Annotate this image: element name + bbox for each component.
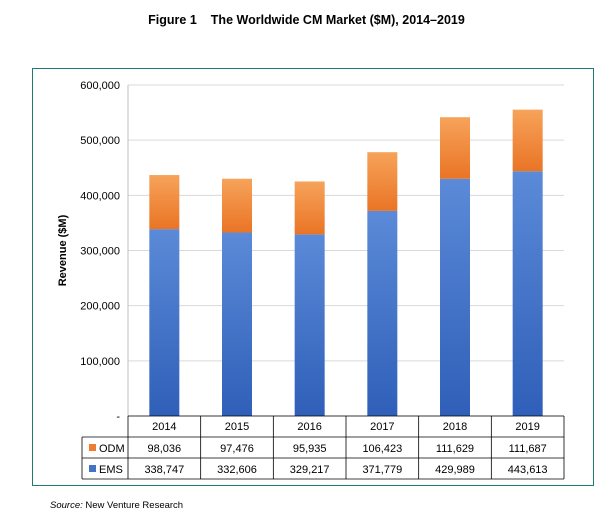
x-tick-label: 2019 <box>515 421 539 433</box>
data-label-odm: 98,036 <box>148 443 182 455</box>
legend-swatch-ems <box>89 465 96 472</box>
data-label-ems: 329,217 <box>290 464 330 476</box>
data-label-odm: 106,423 <box>362 443 402 455</box>
bar-odm-2015 <box>222 178 252 233</box>
source-note: Source: New Venture Research <box>50 500 183 511</box>
source-label: Source: <box>50 500 83 511</box>
source-text: New Venture Research <box>85 500 184 511</box>
bar-odm-2014 <box>149 175 180 230</box>
y-tick-label: 200,000 <box>80 301 120 313</box>
bar-ems-2015 <box>222 232 252 416</box>
data-label-ems: 371,779 <box>362 464 402 476</box>
x-tick-label: 2017 <box>370 421 394 433</box>
legend-label-ems: EMS <box>99 464 123 476</box>
figure-title-text: The Worldwide CM Market ($M), 2014–2019 <box>210 13 465 27</box>
x-tick-label: 2018 <box>443 421 467 433</box>
y-tick-label: - <box>116 411 120 423</box>
legend-swatch-odm <box>89 444 96 451</box>
data-label-odm: 111,629 <box>436 443 474 455</box>
legend-label-odm: ODM <box>99 443 125 455</box>
y-tick-label: 500,000 <box>80 135 120 147</box>
x-tick-label: 2015 <box>225 421 249 433</box>
bar-ems-2018 <box>440 178 470 416</box>
y-tick-label: 100,000 <box>80 356 120 368</box>
data-label-ems: 332,606 <box>217 464 257 476</box>
data-label-odm: 97,476 <box>220 443 254 455</box>
data-label-ems: 338,747 <box>144 464 184 476</box>
y-tick-label: 600,000 <box>80 80 120 92</box>
bar-ems-2014 <box>149 229 180 416</box>
bar-odm-2018 <box>440 117 470 179</box>
y-tick-label: 300,000 <box>80 246 120 258</box>
bar-ems-2017 <box>367 210 398 416</box>
x-tick-label: 2014 <box>152 421 176 433</box>
bar-ems-2019 <box>512 171 543 416</box>
bar-odm-2017 <box>367 152 398 211</box>
figure-title: Figure 1 The Worldwide CM Market ($M), 20… <box>0 13 613 27</box>
data-label-ems: 443,613 <box>508 464 548 476</box>
y-tick-label: 400,000 <box>80 190 120 202</box>
y-axis-title: Revenue ($M) <box>57 214 69 286</box>
data-label-odm: 95,935 <box>293 443 327 455</box>
bar-odm-2019 <box>512 109 543 172</box>
data-label-odm: 111,687 <box>509 443 547 455</box>
data-label-ems: 429,989 <box>435 464 475 476</box>
x-tick-label: 2016 <box>297 421 321 433</box>
bar-odm-2016 <box>294 181 325 235</box>
bar-ems-2016 <box>294 234 325 416</box>
figure-label: Figure 1 <box>148 13 197 27</box>
